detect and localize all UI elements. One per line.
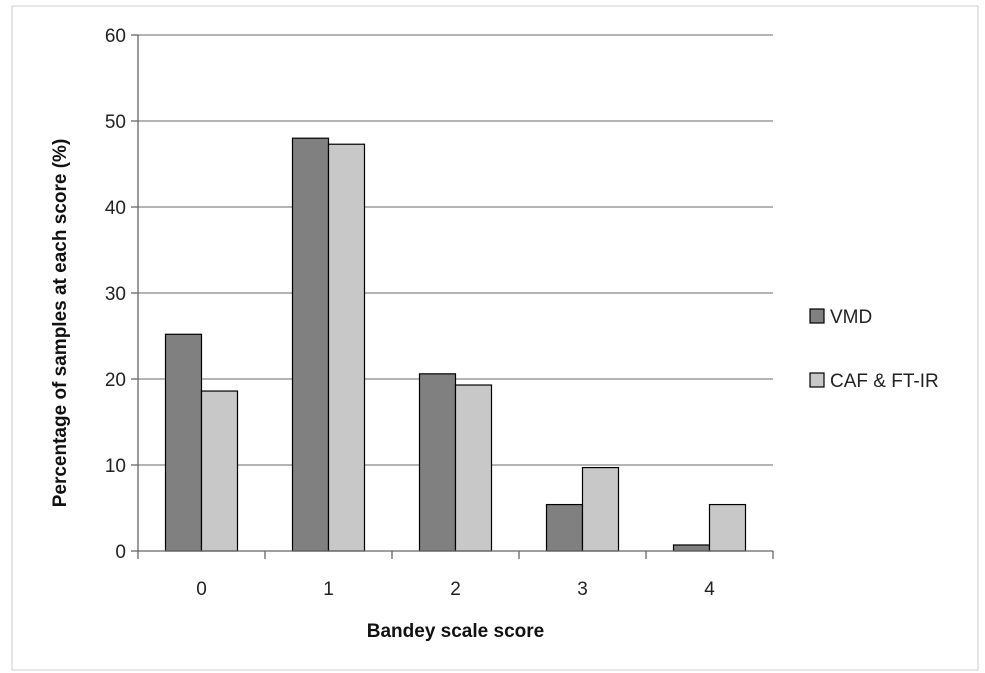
bar-caf-ftir-2 (454, 384, 493, 552)
bar-vmd-3 (545, 503, 584, 552)
bar-vmd-1 (291, 137, 330, 552)
tick-labels: 0 10 20 30 40 50 60 0 1 2 3 4 (105, 26, 715, 600)
y-axis-title: Percentage of samples at each score (%) (50, 139, 71, 508)
y-tick-label: 30 (105, 284, 126, 305)
y-tick-label: 20 (105, 370, 126, 391)
x-tick-label: 1 (323, 579, 334, 600)
bar-caf-ftir-4 (708, 503, 747, 552)
y-tick-label: 50 (105, 112, 126, 133)
bar-vmd-2 (418, 373, 457, 552)
bar-caf-ftir-3 (581, 466, 620, 552)
axes (131, 34, 774, 559)
legend-label: VMD (830, 307, 872, 328)
chart-frame (11, 5, 979, 671)
x-tick-label: 0 (196, 579, 207, 600)
y-tick-label: 10 (105, 456, 126, 477)
bars (164, 137, 747, 552)
bar-vmd-0 (164, 333, 203, 552)
bar-caf-ftir-1 (327, 143, 366, 552)
legend: VMD CAF & FT-IR (809, 307, 939, 392)
x-tick-label: 3 (577, 579, 588, 600)
legend-swatch (809, 308, 825, 324)
bar-caf-ftir-0 (200, 390, 239, 552)
x-axis-title: Bandey scale score (367, 621, 544, 642)
legend-swatch (809, 372, 825, 388)
y-tick-label: 0 (115, 542, 126, 563)
y-tick-label: 60 (105, 26, 126, 47)
gridlines (138, 34, 773, 466)
x-tick-label: 4 (704, 579, 715, 600)
y-tick-label: 40 (105, 198, 126, 219)
bar-vmd-4 (672, 544, 711, 552)
x-tick-label: 2 (450, 579, 461, 600)
legend-label: CAF & FT-IR (830, 371, 939, 392)
